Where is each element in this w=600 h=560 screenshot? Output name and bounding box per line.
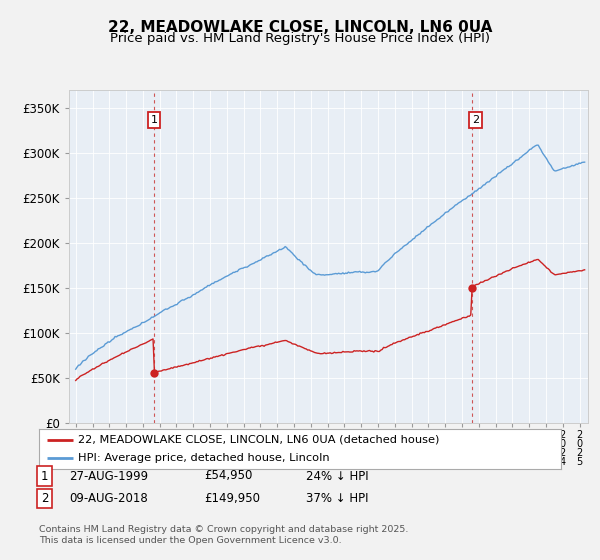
Text: 2: 2: [41, 492, 49, 505]
Text: 37% ↓ HPI: 37% ↓ HPI: [306, 492, 368, 505]
Text: 1: 1: [41, 469, 49, 483]
Text: 27-AUG-1999: 27-AUG-1999: [69, 469, 148, 483]
Text: 1: 1: [151, 115, 157, 125]
Text: Price paid vs. HM Land Registry's House Price Index (HPI): Price paid vs. HM Land Registry's House …: [110, 32, 490, 45]
Text: £149,950: £149,950: [204, 492, 260, 505]
Text: HPI: Average price, detached house, Lincoln: HPI: Average price, detached house, Linc…: [78, 454, 330, 463]
Text: 22, MEADOWLAKE CLOSE, LINCOLN, LN6 0UA: 22, MEADOWLAKE CLOSE, LINCOLN, LN6 0UA: [108, 20, 492, 35]
Text: 22, MEADOWLAKE CLOSE, LINCOLN, LN6 0UA (detached house): 22, MEADOWLAKE CLOSE, LINCOLN, LN6 0UA (…: [78, 435, 440, 445]
Text: 09-AUG-2018: 09-AUG-2018: [69, 492, 148, 505]
Text: Contains HM Land Registry data © Crown copyright and database right 2025.
This d: Contains HM Land Registry data © Crown c…: [39, 525, 409, 545]
Text: 24% ↓ HPI: 24% ↓ HPI: [306, 469, 368, 483]
Text: 2: 2: [472, 115, 479, 125]
Text: £54,950: £54,950: [204, 469, 253, 483]
